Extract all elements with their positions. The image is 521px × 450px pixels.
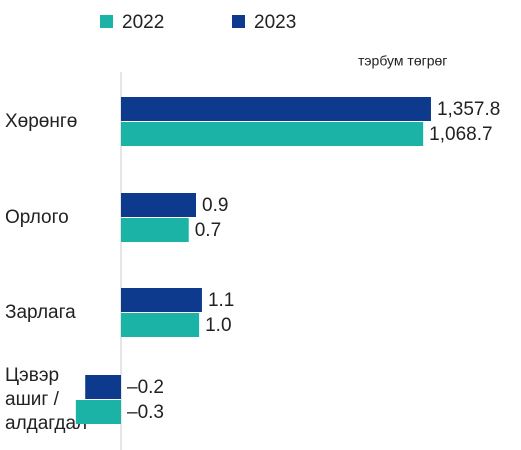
category-label: Хөрөнгө	[5, 111, 77, 132]
category-label: Зарлага	[5, 302, 76, 323]
unit-label: тэрбум төгрөг	[358, 53, 447, 69]
category-label: Орлого	[5, 207, 69, 228]
bar	[121, 193, 196, 217]
legend-swatch	[232, 15, 245, 28]
bar	[121, 313, 200, 337]
value-label: 0.7	[195, 220, 221, 241]
value-label: 1,357.8	[437, 99, 500, 120]
value-label: 1,068.7	[429, 124, 492, 145]
bar	[121, 122, 424, 146]
bar	[121, 288, 202, 312]
value-label: 1.1	[208, 290, 234, 311]
value-label: –0.2	[127, 377, 164, 398]
bar	[85, 375, 121, 399]
value-label: 1.0	[205, 315, 231, 336]
bar	[121, 97, 431, 121]
value-label: 0.9	[202, 195, 228, 216]
bar	[75, 400, 121, 424]
bar	[121, 218, 189, 242]
legend-label: 2022	[122, 12, 164, 33]
legend-label: 2023	[254, 12, 296, 33]
legend-swatch	[100, 15, 113, 28]
value-label: –0.3	[127, 402, 164, 423]
category-label: Цэвэр ашиг / алдагдал	[5, 365, 87, 434]
